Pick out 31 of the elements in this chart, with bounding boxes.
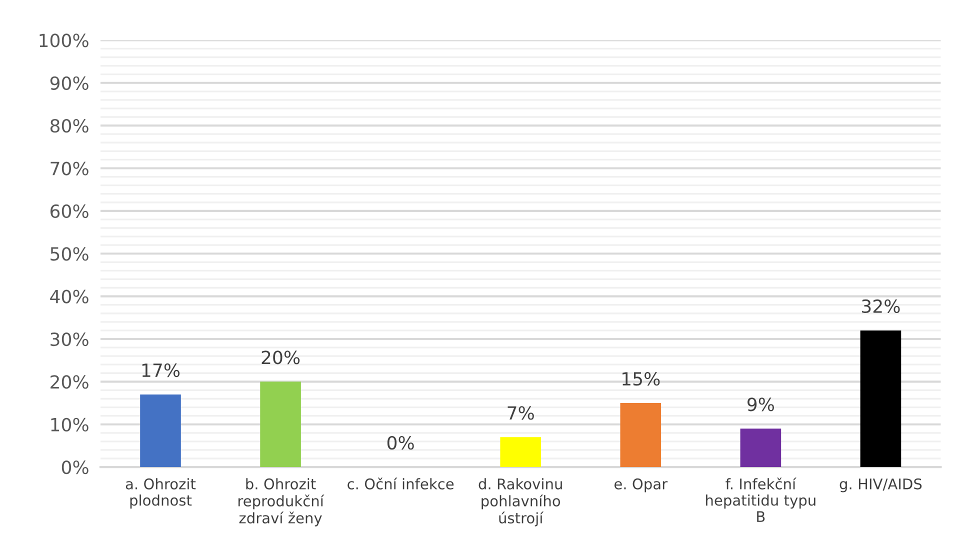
y-tick-label: 100% xyxy=(40,34,88,48)
data-label: 7% xyxy=(508,406,534,420)
bar xyxy=(620,403,662,468)
bar xyxy=(260,382,301,468)
y-tick-label: 0% xyxy=(62,460,88,474)
bar xyxy=(740,428,782,468)
data-label: 9% xyxy=(747,398,774,412)
data-label: 15% xyxy=(622,372,660,386)
x-tick-label: d. Rakovinu pohlavního ústrojí xyxy=(478,478,562,526)
bar xyxy=(140,394,181,468)
data-label: 0% xyxy=(387,436,414,450)
data-label: 32% xyxy=(862,299,900,314)
x-tick-label: g. HIV/AIDS xyxy=(840,478,922,492)
bar xyxy=(860,330,902,468)
y-tick-label: 90% xyxy=(50,76,88,90)
x-tick-label: a. Ohrozit plodnost xyxy=(126,478,196,509)
data-label: 17% xyxy=(142,363,180,378)
y-tick-label: 30% xyxy=(50,332,88,346)
x-tick-label: c. Oční infekce xyxy=(348,478,454,490)
x-tick-label: f. Infekční hepatitidu typu B xyxy=(706,478,816,522)
bar xyxy=(500,437,542,468)
x-tick-label: b. Ohrozit reprodukční zdraví ženy xyxy=(238,478,324,526)
y-tick-label: 60% xyxy=(50,204,88,218)
data-label: 20% xyxy=(262,350,300,364)
y-tick-label: 10% xyxy=(51,418,88,432)
y-tick-label: 20% xyxy=(50,375,88,389)
y-tick-label: 80% xyxy=(50,119,88,133)
y-tick-label: 50% xyxy=(50,247,88,261)
y-tick-label: 40% xyxy=(50,290,88,304)
y-tick-label: 70% xyxy=(50,162,88,176)
x-tick-label: e. Opar xyxy=(614,478,668,492)
